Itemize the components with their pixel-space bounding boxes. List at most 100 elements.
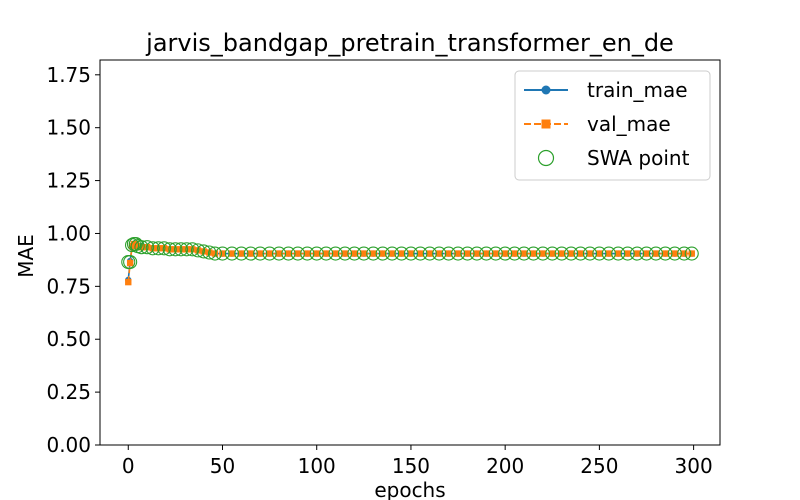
y-tick-label: 1.75 [46,63,91,87]
data-point-swa-point [262,246,277,261]
data-point-val-mae [351,250,358,257]
data-point-val-mae [370,250,377,257]
data-point-swa-point [300,246,315,261]
x-tick-label: 50 [210,454,235,478]
data-point-swa-point [375,246,390,261]
data-point-swa-point [243,246,258,261]
data-point-swa-point [535,246,550,261]
data-point-swa-point [630,246,645,261]
data-point-val-mae [615,250,622,257]
data-point-val-mae [247,250,254,257]
data-point-val-mae [360,250,368,257]
data-point-val-mae [530,250,537,257]
data-point-swa-point [582,246,598,261]
data-point-val-mae [228,250,236,257]
x-tick-label: 100 [298,454,336,478]
legend-train-mae-marker [541,85,551,95]
data-point-swa-point [253,246,268,261]
legend-val-mae-label: val_mae [587,112,671,136]
data-point-swa-point [498,246,513,261]
legend-frame [514,70,711,181]
data-point-val-mae [183,246,190,253]
data-point-swa-point [592,246,607,261]
data-point-swa-point [432,246,447,261]
data-point-val-mae [662,250,669,257]
data-point-swa-point [677,246,692,261]
data-point-swa-point [554,246,569,261]
data-point-swa-point [281,246,296,261]
data-point-swa-point [413,246,428,261]
data-point-val-mae [417,250,424,257]
data-point-swa-point [573,246,588,261]
data-point-swa-point [648,246,663,261]
data-point-val-mae [143,244,151,251]
data-point-val-mae [238,250,245,257]
data-point-val-mae [624,250,631,257]
data-point-val-mae [219,250,226,257]
data-point-val-mae [652,250,660,257]
x-axis-label: epochs [374,478,445,500]
data-point-swa-point [385,246,400,261]
data-point-val-mae [558,250,565,257]
plot-frame [99,59,721,446]
x-tick-label: 0 [122,454,135,478]
data-point-swa-point [173,242,189,257]
data-point-val-mae [155,245,162,252]
data-point-val-mae [454,250,462,257]
data-point-val-mae [126,259,134,267]
data-point-val-mae [285,250,292,257]
data-point-swa-point [451,246,466,261]
y-tick-label: 0.50 [46,327,91,351]
data-point-val-mae [492,250,499,257]
data-point-swa-point [403,246,418,261]
legend-train-mae-label: train_mae [587,78,688,102]
y-axis-label: MAE [14,234,38,278]
legend-swa-point-marker [537,149,555,167]
y-tick-label: 0.75 [46,274,91,298]
y-tick-label: 1.00 [46,221,91,245]
data-point-swa-point [422,246,437,261]
data-point-val-mae [189,246,196,253]
data-point-swa-point [479,246,494,261]
data-marks [121,236,699,286]
data-point-val-mae [266,250,273,257]
data-point-val-mae [398,250,405,257]
data-point-swa-point [639,246,654,261]
y-tick-label: 0.00 [46,433,91,457]
data-point-swa-point [190,243,206,258]
series-swa-point [121,236,699,270]
data-point-val-mae [633,250,641,257]
data-point-val-mae [567,250,575,257]
legend-entry-val-mae: val_mae [524,112,671,136]
data-point-swa-point [179,242,194,257]
legend-swa-point-label: SWA point [587,146,690,170]
data-point-val-mae [586,250,594,257]
data-point-swa-point [207,246,223,261]
data-point-val-mae [177,246,185,253]
data-point-swa-point [545,246,560,261]
data-point-swa-point [441,246,456,261]
data-point-swa-point [215,246,230,261]
data-point-val-mae [341,250,349,257]
y-tick-label: 0.25 [46,380,91,404]
data-point-val-mae [605,250,613,257]
legend-entry-swa-point: SWA point [537,146,690,170]
data-point-swa-point [271,246,287,261]
data-point-swa-point [564,246,579,261]
data-point-val-mae [332,250,339,257]
data-point-val-mae [322,250,330,257]
data-point-val-mae [426,250,433,257]
data-point-swa-point [224,246,239,261]
data-point-swa-point [667,246,682,261]
legend: train_mae val_mae SWA point [514,70,711,181]
data-point-val-mae [313,250,320,257]
data-point-swa-point [469,246,484,261]
data-point-swa-point [157,241,172,256]
data-point-val-mae [211,250,219,257]
data-point-val-mae [304,250,311,257]
data-point-swa-point [658,246,673,261]
data-point-val-mae [388,250,396,257]
data-point-val-mae [166,246,173,253]
